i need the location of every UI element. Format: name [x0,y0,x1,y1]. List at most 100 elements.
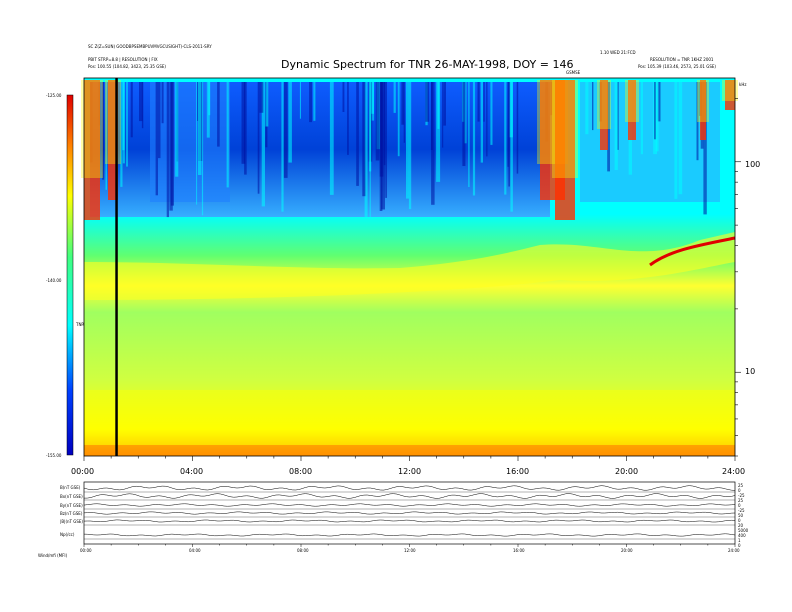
y-axis-unit: kHz [739,82,747,87]
header-right-line-3: Pos: 105.39 (103.46, 2573, 25.01 GSE) [638,64,716,69]
bottom-row-label-2: Bx(nT GSE) [60,494,83,499]
spec-streak [640,82,643,155]
spec-streak [516,82,519,174]
bottom-right-tick-7: 50 [738,513,744,518]
bottom-x-tick-8: 08:00 [297,548,309,553]
spec-streak [654,82,657,140]
spec-streak [356,82,359,186]
bottom-x-tick-16: 16:00 [513,548,525,553]
bottom-right-tick-1: 25 [738,483,744,488]
spec-streak [486,82,488,157]
spec-streak [201,82,204,216]
spec-streak [161,82,164,124]
spec-streak [170,82,174,206]
spec-burst [84,80,100,220]
spec-burst-halo [625,80,639,122]
spec-streak [369,82,371,219]
x-tick-label-0: 00:00 [71,467,95,476]
spec-streak [406,82,410,199]
spec-streak [105,82,107,190]
spec-streak [507,82,509,167]
spec-streak [283,82,288,178]
spec-streak [244,82,247,175]
bottom-row-label-6: Np(/cc) [60,532,75,537]
header-left-line-1: SC Z(Z=SUN) GOODBPSEMBPUVMVGCUSIGHT)-CLS… [88,44,212,49]
spec-streak [364,82,368,218]
spec-streak [329,82,334,195]
spec-streak [510,82,513,212]
spec-streak [614,82,618,170]
spec-streak [259,82,264,113]
spec-streak [196,82,198,205]
spec-streak [371,82,374,114]
spec-plasma-band [84,232,735,300]
spec-streak [462,82,466,166]
spec-streak [175,82,179,177]
bottom-trace [83,533,736,537]
colorbar-label: TNR [76,322,85,327]
x-tick-label-24: 24:00 [722,467,746,476]
spec-burst [555,80,575,220]
spec-streak [504,82,507,195]
spec-streak [430,82,433,150]
spec-lower-band [84,390,735,445]
colorbar-tick-mid: -140.00 [46,278,62,283]
spec-streak [403,82,405,143]
spec-burst-halo [722,80,738,101]
spec-burst [700,80,706,140]
spec-streak [155,82,158,196]
spec-streak [130,82,133,138]
spec-burst [628,80,636,140]
spec-streak [617,82,619,150]
spec-streak [122,82,125,151]
spec-burst-halo [81,80,103,178]
header-left-line-3: Pos: 100.55 (104.82, 3423, 25.35 GSE) [88,64,166,69]
spec-burst-halo [697,80,709,122]
spec-streak [443,82,446,126]
header-right-line-1: 1.10 WED 21:FCD [600,50,636,55]
spec-streak [257,82,260,194]
y-tick-label-10: 10 [745,367,756,376]
bottom-trace [83,485,736,491]
spec-burst-halo [105,80,121,164]
spec-streak [401,82,405,125]
spec-streak [265,82,269,127]
spec-streak [385,82,387,198]
spec-streak [585,82,589,135]
x-tick-label-4: 04:00 [180,467,204,476]
bottom-x-tick-0: 00:00 [80,548,92,553]
spec-streak [442,82,444,148]
spec-streak [309,82,312,123]
bottom-trace [83,519,736,523]
bottom-panel [83,481,736,547]
spec-streak [472,82,476,196]
bottom-footer: Wind/mfi (MFI) [38,553,68,558]
spec-streak [198,82,202,175]
bottom-trace [84,493,736,499]
bottom-right-tick-13: 0 [738,543,741,548]
spec-streak [674,82,678,199]
x-tick-label-16: 16:00 [506,467,530,476]
x-tick-label-8: 08:00 [289,467,313,476]
spec-streak [431,82,435,205]
spec-streak [342,82,345,112]
spec-streak [468,82,470,187]
spec-streak [166,82,169,218]
bottom-right-tick-12: 1 [738,538,741,543]
spec-streak [379,82,383,211]
bottom-right-tick-2: 0 [738,488,741,493]
spec-burst [725,80,735,110]
spec-streak [313,82,316,121]
spec-streak [393,82,396,113]
x-tick-label-20: 20:00 [615,467,639,476]
spec-burst-halo [597,80,611,129]
spec-streak [477,82,480,122]
header-mid-label: GSMSE [566,70,581,75]
y-tick-label-100: 100 [745,160,761,169]
spec-streak [281,82,284,212]
spec-streak [288,82,292,163]
spec-streak [592,82,594,131]
spec-streak [347,82,349,155]
bottom-right-tick-5: 0 [738,503,741,508]
